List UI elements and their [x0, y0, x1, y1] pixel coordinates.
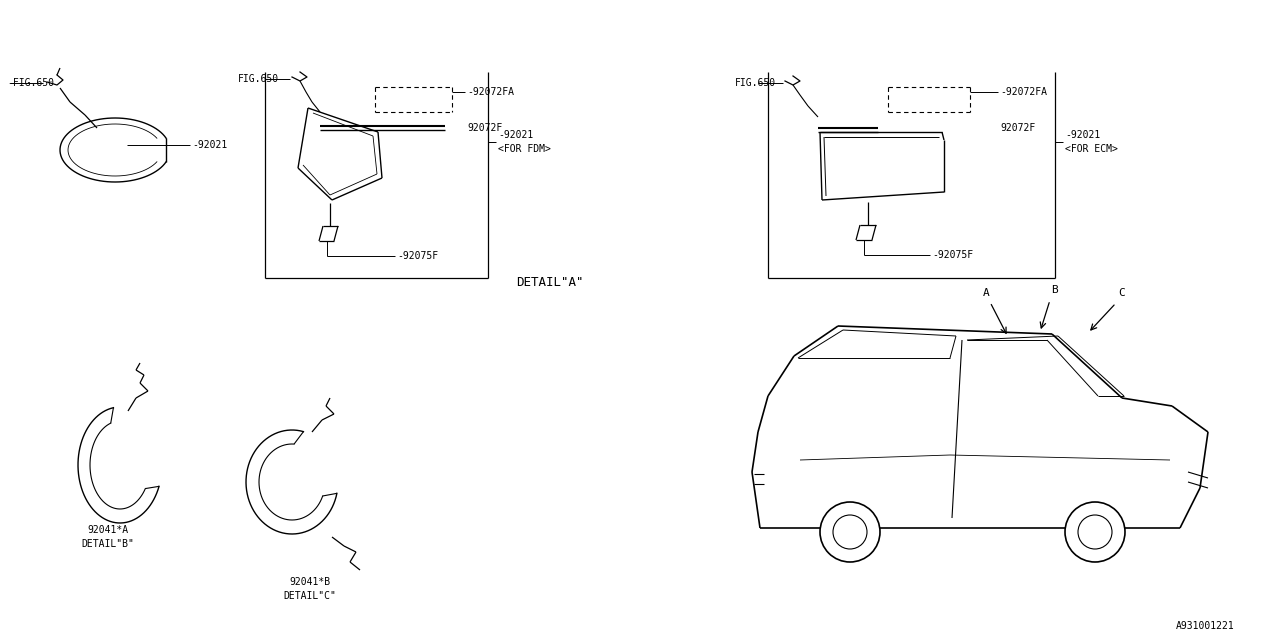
Circle shape	[820, 502, 881, 562]
Circle shape	[1078, 515, 1112, 549]
Text: -92021: -92021	[498, 130, 534, 140]
Text: <FOR FDM>: <FOR FDM>	[498, 144, 550, 154]
Text: -FIG.650: -FIG.650	[6, 78, 54, 88]
Text: -92021: -92021	[1065, 130, 1101, 140]
Circle shape	[833, 515, 867, 549]
Text: FIG.650: FIG.650	[735, 78, 776, 88]
Text: 92041*A: 92041*A	[87, 525, 128, 535]
Text: 92041*B: 92041*B	[289, 577, 330, 587]
Text: DETAIL"C": DETAIL"C"	[284, 591, 337, 601]
Text: A931001221: A931001221	[1176, 621, 1235, 631]
Text: FIG.650: FIG.650	[238, 74, 279, 84]
Text: DETAIL"B": DETAIL"B"	[82, 539, 134, 549]
Text: C: C	[1119, 288, 1125, 298]
Circle shape	[1065, 502, 1125, 562]
Text: 92072F: 92072F	[467, 123, 502, 133]
Text: <FOR ECM>: <FOR ECM>	[1065, 144, 1117, 154]
Text: -92075F: -92075F	[932, 250, 973, 260]
Text: DETAIL"A": DETAIL"A"	[516, 275, 584, 289]
Text: -92021: -92021	[192, 140, 228, 150]
Text: 92072F: 92072F	[1000, 123, 1036, 133]
Text: -92072FA: -92072FA	[467, 87, 515, 97]
Text: A: A	[983, 288, 989, 298]
Text: -92075F: -92075F	[397, 251, 438, 261]
Text: B: B	[1051, 285, 1057, 295]
Text: -92072FA: -92072FA	[1000, 87, 1047, 97]
